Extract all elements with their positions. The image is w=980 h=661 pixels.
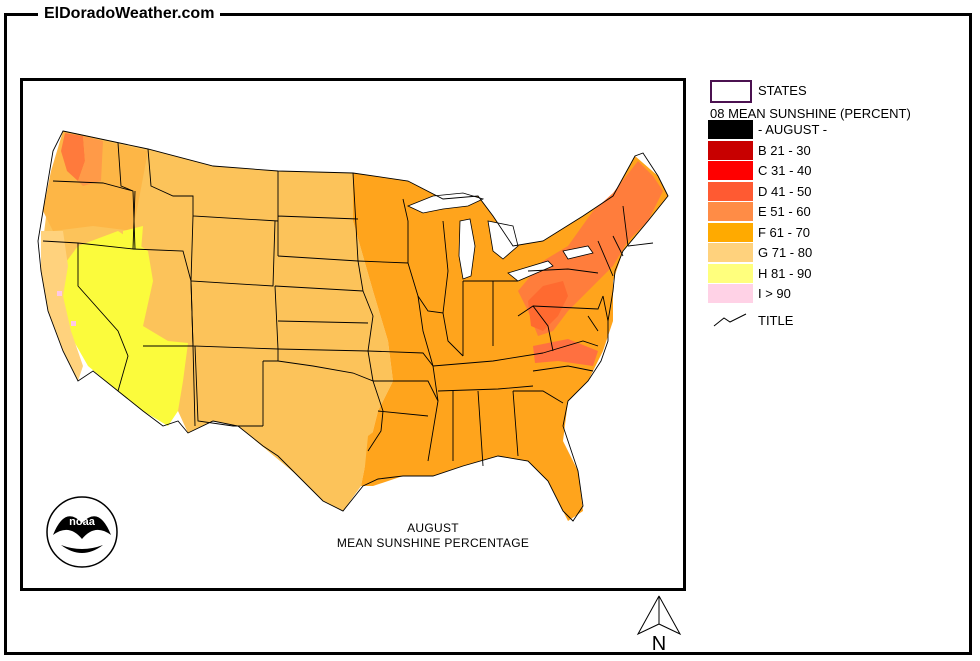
legend-swatch	[708, 263, 753, 283]
legend-item-label: F 61 - 70	[758, 224, 811, 240]
north-arrow-left	[636, 595, 660, 636]
border-dakotas	[277, 171, 359, 262]
zone-e-wa	[78, 136, 103, 186]
title-line-icon	[713, 313, 747, 327]
border-wy	[190, 215, 276, 287]
legend-swatch	[708, 140, 753, 160]
legend-swatch	[708, 222, 753, 242]
state-borders	[37, 130, 669, 522]
legend-swatch	[708, 202, 753, 221]
zone-i-dot-2	[71, 321, 76, 326]
legend-item-label: G 71 - 80	[758, 245, 813, 260]
site-title: ElDoradoWeather.com	[38, 4, 221, 24]
zone-d-appalachia	[528, 281, 568, 331]
north-arrow: N	[632, 594, 686, 656]
north-arrow-label: N	[652, 633, 666, 655]
us-sunshine-map	[37, 130, 669, 522]
map-caption-month: AUGUST	[407, 521, 459, 535]
map-caption: AUGUST MEAN SUNSHINE PERCENTAGE	[337, 521, 529, 551]
border-mo-ar	[367, 350, 439, 417]
border-mn-ia	[352, 172, 374, 382]
border-ms-al-ga	[452, 390, 519, 467]
legend-item-label: - AUGUST -	[758, 122, 828, 137]
border-md-de-nj	[587, 295, 609, 332]
border-ne-states	[597, 205, 654, 277]
legend-header: 08 MEAN SUNSHINE (PERCENT)	[710, 106, 911, 121]
noaa-logo-text: noaa	[69, 516, 96, 528]
border-ky-tn	[432, 352, 544, 392]
border-mt	[147, 148, 279, 222]
map-panel: noaa AUGUST MEAN SUNSHINE PERCENTAGE	[20, 78, 686, 591]
legend-item-label: D 41 - 50	[758, 183, 812, 199]
legend-title-label: TITLE	[758, 313, 794, 328]
zone-i-dot-1	[57, 291, 62, 296]
border-ne-ks	[274, 285, 369, 352]
border-ca-nv	[77, 243, 129, 392]
legend-item-label: C 31 - 40	[758, 163, 812, 178]
zone-d-nc	[533, 339, 598, 366]
legend-item-label: E 51 - 60	[758, 204, 811, 219]
zone-f-gulf	[363, 421, 403, 486]
border-il-in-oh	[442, 280, 518, 357]
border-mississippi	[417, 295, 439, 462]
noaa-logo-bird	[53, 516, 111, 539]
border-wi-il	[407, 220, 449, 314]
legend-swatch	[708, 181, 753, 201]
legend-states-label: STATES	[758, 83, 807, 98]
zone-d-wa-coast	[61, 133, 85, 181]
border-nm-tx	[194, 345, 263, 427]
border-wa-or	[52, 180, 134, 192]
border-co	[190, 280, 279, 350]
map-caption-subtitle: MEAN SUNSHINE PERCENTAGE	[336, 536, 530, 550]
lake-ontario	[562, 245, 594, 260]
zone-h-southwest	[58, 231, 188, 426]
legend-swatch	[708, 284, 753, 303]
us-outline	[37, 130, 669, 522]
noaa-logo-wave	[61, 545, 103, 553]
legend-item-label: B 21 - 30	[758, 142, 811, 158]
zone-g-calcoast	[41, 231, 83, 381]
border-id	[117, 142, 136, 250]
legend-swatch	[708, 120, 753, 139]
legend-item-label: H 81 - 90	[758, 265, 812, 281]
legend-item-label: I > 90	[758, 286, 791, 301]
lake-michigan	[458, 218, 476, 280]
north-arrow-right	[658, 595, 682, 636]
legend-states-swatch	[710, 80, 752, 103]
legend-swatch	[708, 243, 753, 262]
border-mn	[357, 198, 409, 264]
lake-superior	[406, 192, 485, 214]
legend-swatch	[708, 161, 753, 180]
border-va-wv	[517, 305, 599, 354]
border-pa-ny	[527, 268, 604, 310]
border-carolinas	[513, 365, 594, 404]
lake-huron	[487, 220, 519, 260]
outer-frame	[4, 13, 972, 655]
noaa-logo: noaa	[45, 495, 119, 569]
